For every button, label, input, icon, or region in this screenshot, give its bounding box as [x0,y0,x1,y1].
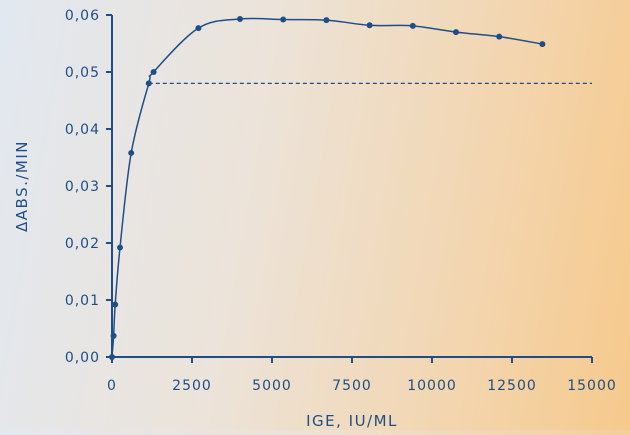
y-tick-label: 0,00 [65,350,100,366]
x-ticks: 0 2500 5000 7500 10000 12500 15000 [107,357,617,394]
data-point [539,41,546,48]
y-tick-label: 0,05 [65,65,100,81]
data-point [150,69,157,75]
x-tick-label: 5000 [252,378,292,394]
data-point [323,17,330,24]
y-tick-label: 0,04 [65,122,100,138]
data-point [409,22,416,29]
data-point [280,16,287,23]
axes [111,15,592,358]
x-tick-label: 15000 [567,378,617,394]
x-tick-label: 7500 [332,378,372,394]
y-tick-label: 0,03 [65,179,100,195]
data-point [366,22,373,29]
data-point [128,149,135,156]
x-tick-label: 0 [107,378,117,394]
x-tick-label: 10000 [407,378,457,394]
y-ticks: 0,00 0,01 0,02 0,03 0,04 0,05 0,06 [65,8,112,366]
data-point [145,80,152,87]
data-point [109,354,115,360]
x-tick-label: 2500 [172,378,212,394]
y-tick-label: 0,02 [65,236,100,252]
data-point [112,301,119,308]
x-axis-label: IgE, IU/mL [306,412,398,430]
data-points [109,15,546,360]
data-point [110,332,117,339]
y-tick-label: 0,01 [65,293,100,309]
data-point [453,29,459,36]
data-point [237,15,243,22]
series-line [111,17,543,358]
data-point [117,244,123,251]
data-point [195,25,202,32]
y-axis-label: ΔAbs./min [13,140,31,232]
data-point [496,33,503,40]
x-tick-label: 12500 [487,378,537,394]
y-tick-label: 0,06 [65,8,100,24]
